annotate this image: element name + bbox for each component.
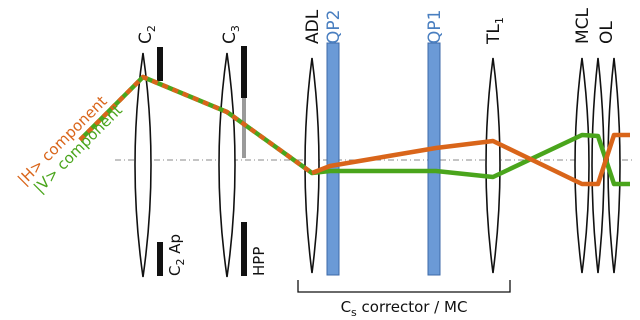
label-qp2: QP2 (324, 10, 344, 44)
c2-aperture-top (157, 47, 163, 81)
label-hpp: HPP (250, 247, 268, 276)
corrector-bracket (297, 280, 511, 293)
c2-aperture-bottom (157, 242, 163, 276)
label-corrector: Cs corrector / MC (341, 298, 468, 319)
label-c2: C2 (136, 25, 158, 44)
shared-beam-dashes (78, 74, 314, 175)
label-ol: OL (597, 21, 617, 44)
lens-adl (304, 57, 320, 274)
hpp-membrane (242, 98, 246, 158)
lens-c2 (134, 52, 152, 278)
label-c2-aperture: C2 Ap (166, 234, 187, 276)
label-c3: C3 (220, 25, 242, 44)
v-beam-path (78, 74, 630, 187)
label-qp1: QP1 (425, 10, 445, 44)
lens-ol-right (607, 57, 621, 274)
label-adl: ADL (303, 9, 323, 44)
qp1-plate (427, 42, 441, 276)
qp2-plate (326, 42, 340, 276)
label-tl1: TL1 (484, 17, 506, 45)
hpp-plate-top (241, 46, 247, 98)
lens-c3 (218, 52, 236, 278)
lens-mcl (574, 57, 590, 274)
h-beam-path (311, 132, 630, 187)
label-mcl: MCL (573, 7, 593, 44)
lens-tl1 (485, 57, 501, 274)
hpp-plate-bottom (241, 222, 247, 276)
lens-ol-left (591, 57, 605, 274)
